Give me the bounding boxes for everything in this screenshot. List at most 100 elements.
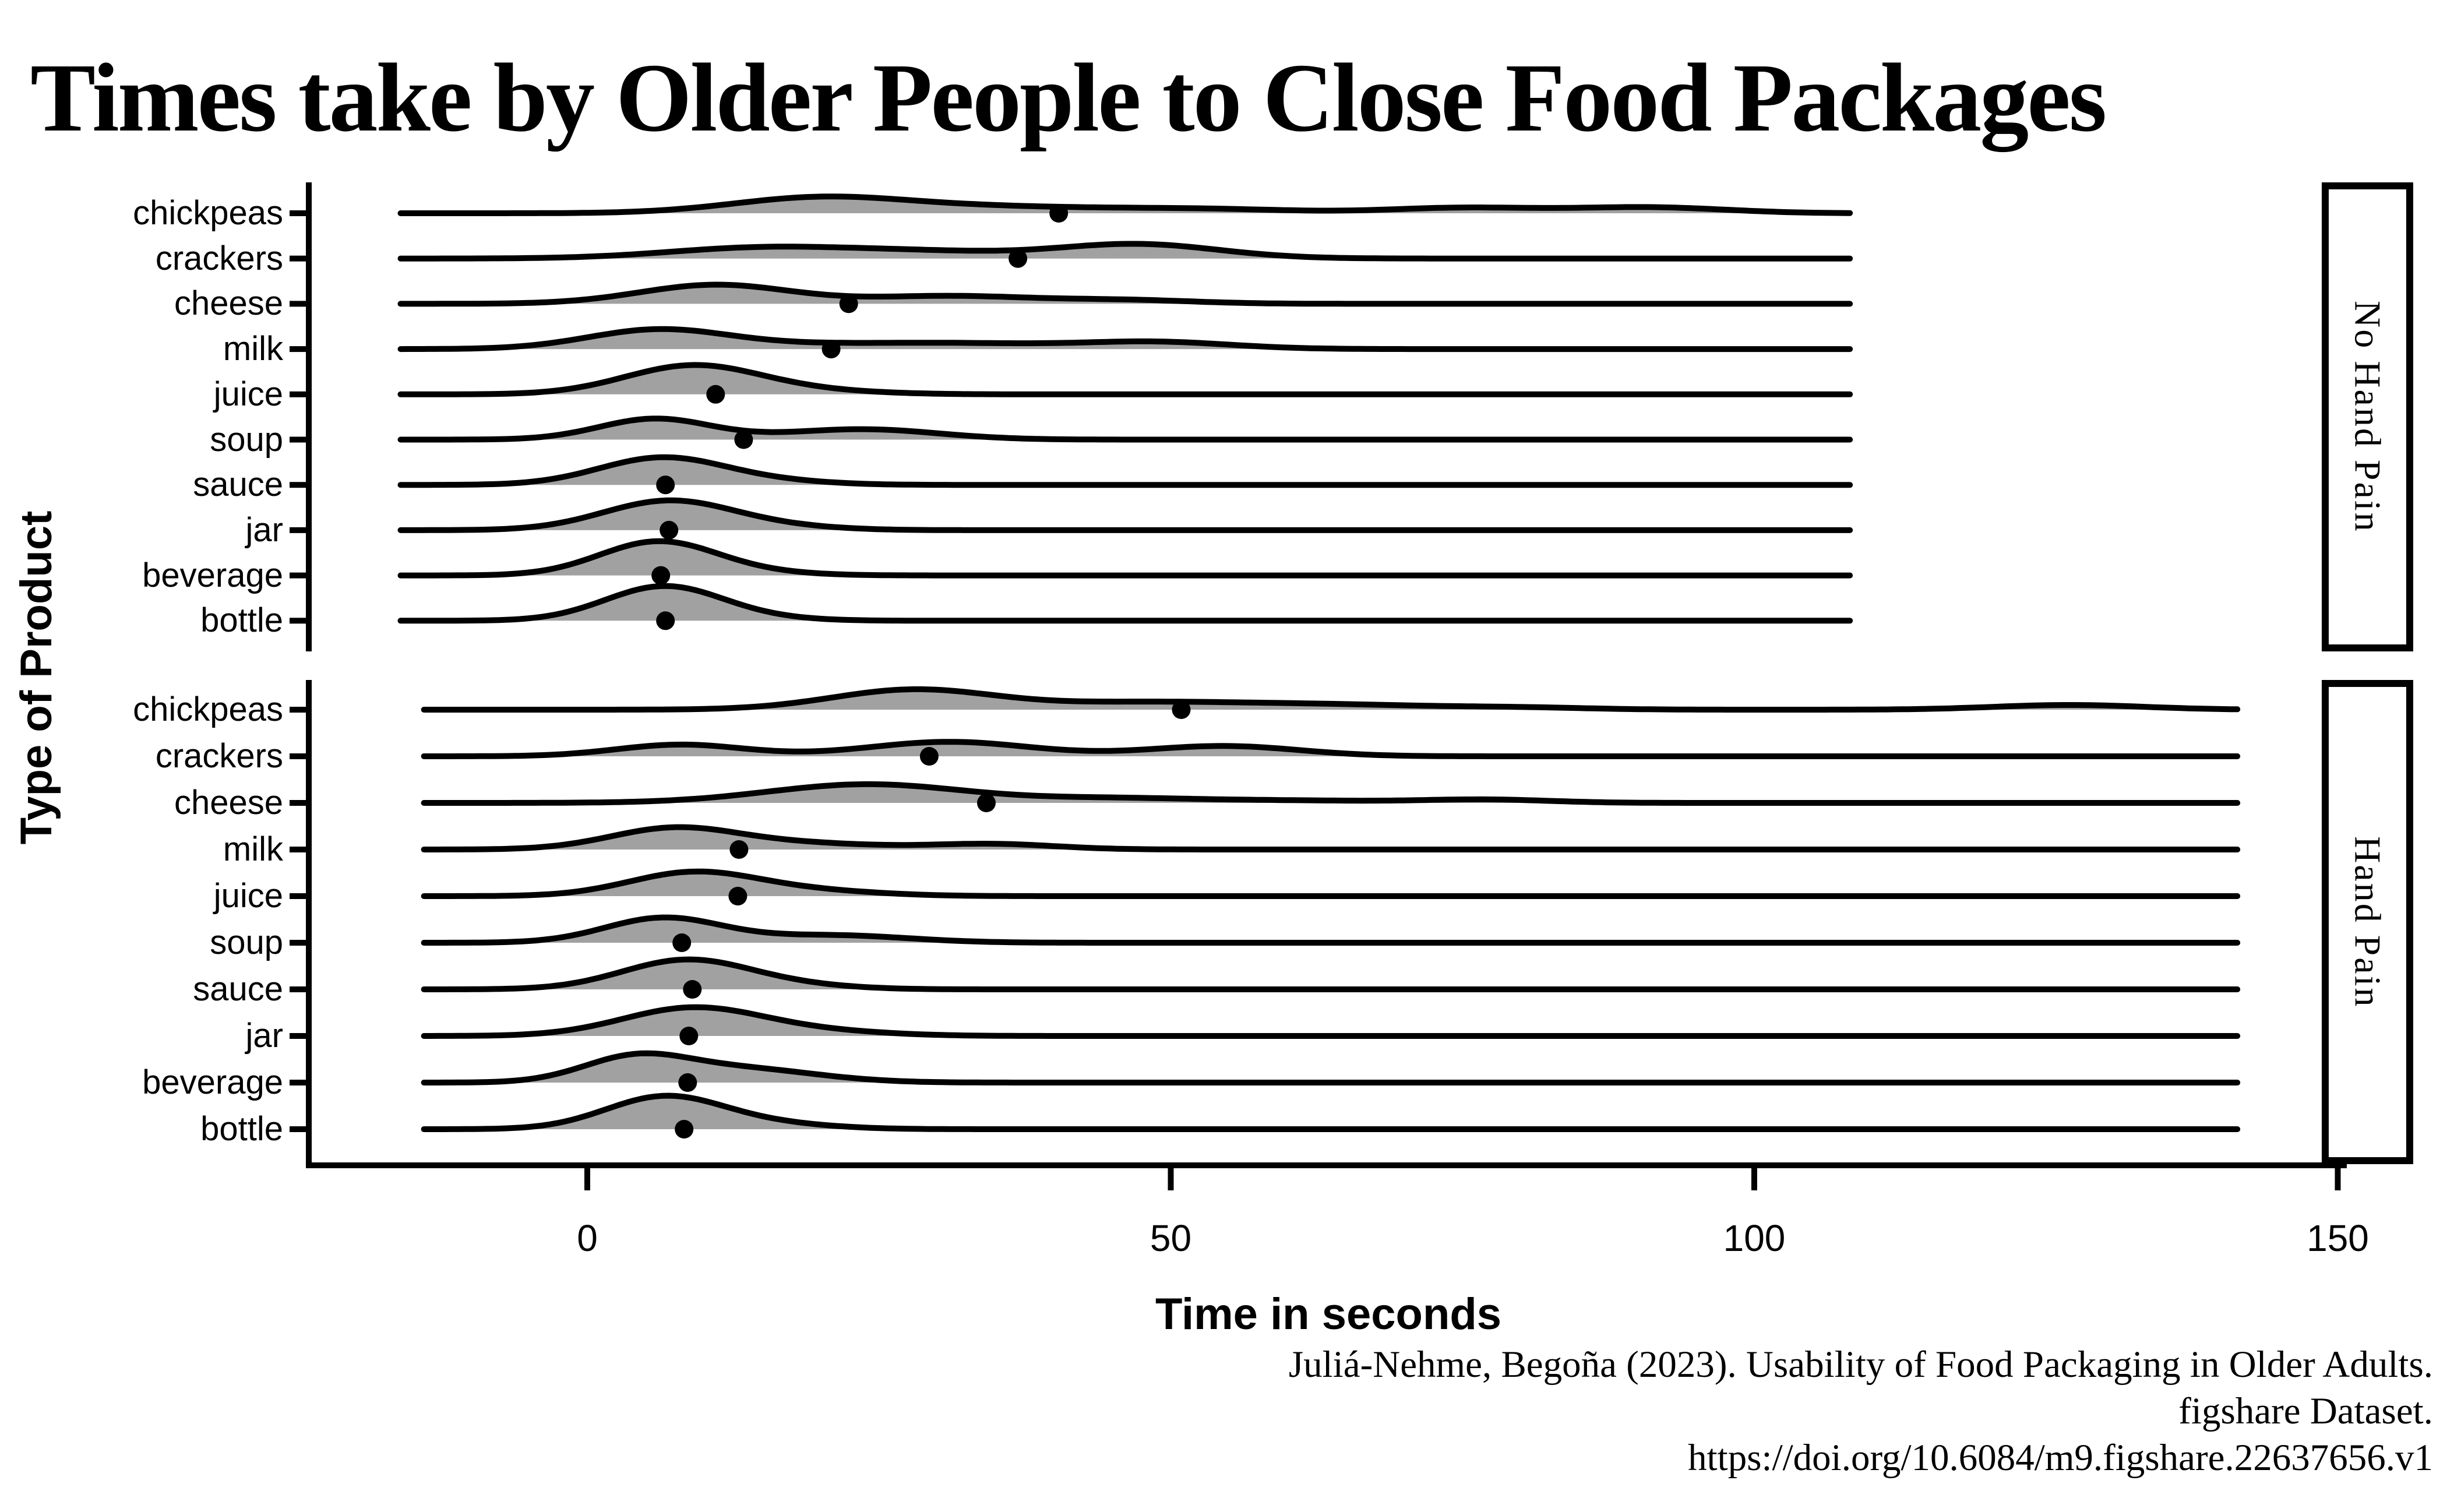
y-tick xyxy=(290,482,306,488)
y-tick xyxy=(290,527,306,533)
mean-dot-hand-pain-soup xyxy=(672,933,692,952)
category-label-bottle: bottle xyxy=(200,601,283,640)
ridge-line-no-hand-pain-chickpeas xyxy=(397,193,1853,216)
mean-dot-hand-pain-beverage xyxy=(678,1073,697,1092)
caption-line: https://doi.org/10.6084/m9.figshare.2263… xyxy=(1688,1437,2433,1479)
category-label-beverage: beverage xyxy=(142,1063,283,1101)
ridge-line-no-hand-pain-beverage xyxy=(397,538,1853,579)
y-tick xyxy=(290,618,306,624)
category-label-beverage: beverage xyxy=(142,556,283,594)
y-tick xyxy=(290,893,306,899)
mean-dot-hand-pain-crackers xyxy=(919,747,939,766)
y-axis-line xyxy=(306,680,312,1164)
facet-strip-label: Hand Pain xyxy=(2347,836,2389,1009)
y-tick xyxy=(290,255,306,262)
y-tick xyxy=(290,753,306,759)
category-label-jar: jar xyxy=(245,510,283,549)
y-tick xyxy=(290,986,306,992)
y-tick xyxy=(290,301,306,307)
mean-dot-no-hand-pain-cheese xyxy=(839,294,858,313)
category-label-juice: juice xyxy=(213,877,283,915)
category-label-milk: milk xyxy=(223,830,283,868)
mean-dot-no-hand-pain-juice xyxy=(706,385,725,404)
ridge-line-hand-pain-milk xyxy=(421,824,2241,852)
category-label-cheese: cheese xyxy=(174,784,283,822)
mean-dot-no-hand-pain-sauce xyxy=(656,475,675,495)
ridge-line-hand-pain-jar xyxy=(421,1004,2241,1039)
caption-line: Juliá-Nehme, Begoña (2023). Usability of… xyxy=(1288,1344,2433,1386)
y-tick xyxy=(290,572,306,579)
ridge-fill-no-hand-pain-milk xyxy=(400,329,1854,350)
ridge-line-hand-pain-juice xyxy=(421,868,2241,899)
x-tick xyxy=(584,1168,590,1190)
ridge-fill-hand-pain-cheese xyxy=(424,784,2239,803)
ridge-fill-no-hand-pain-jar xyxy=(400,500,1854,530)
ridge-fill-hand-pain-crackers xyxy=(424,742,2239,756)
x-axis-title: Time in seconds xyxy=(1155,1289,1502,1339)
category-label-crackers: crackers xyxy=(155,737,283,775)
facet-strip-no-hand-pain: No Hand Pain xyxy=(2322,182,2413,651)
ridge-fill-no-hand-pain-juice xyxy=(400,365,1854,394)
ridge-line-hand-pain-soup xyxy=(421,914,2241,946)
ridge-fill-hand-pain-beverage xyxy=(424,1053,2239,1083)
ridge-line-hand-pain-crackers xyxy=(421,739,2241,759)
category-label-cheese: cheese xyxy=(174,284,283,323)
mean-dot-hand-pain-jar xyxy=(679,1027,699,1045)
y-tick xyxy=(290,346,306,353)
ridge-line-no-hand-pain-milk xyxy=(397,326,1853,353)
category-label-soup: soup xyxy=(210,420,283,459)
x-tick-label-100: 100 xyxy=(1723,1217,1786,1259)
ridge-line-no-hand-pain-cheese xyxy=(397,281,1853,307)
category-label-sauce: sauce xyxy=(193,970,283,1008)
ridge-fill-hand-pain-sauce xyxy=(424,959,2239,989)
ridge-line-no-hand-pain-sauce xyxy=(397,454,1853,488)
ridge-fill-no-hand-pain-bottle xyxy=(400,586,1854,621)
ridge-fill-hand-pain-soup xyxy=(424,917,2239,943)
mean-dot-no-hand-pain-milk xyxy=(821,340,841,359)
ridge-line-hand-pain-sauce xyxy=(421,956,2241,992)
mean-dot-hand-pain-juice xyxy=(728,887,748,905)
category-label-milk: milk xyxy=(223,330,283,368)
mean-dot-no-hand-pain-soup xyxy=(734,430,753,449)
y-tick xyxy=(290,800,306,806)
ridge-line-hand-pain-beverage xyxy=(421,1050,2241,1085)
y-tick xyxy=(290,1033,306,1039)
ridge-line-no-hand-pain-juice xyxy=(397,362,1853,397)
y-tick xyxy=(290,1080,306,1085)
mean-dot-no-hand-pain-jar xyxy=(660,520,679,540)
ridge-line-no-hand-pain-crackers xyxy=(397,241,1853,262)
category-label-crackers: crackers xyxy=(155,239,283,277)
mean-dot-hand-pain-chickpeas xyxy=(1172,700,1191,719)
y-tick xyxy=(290,940,306,946)
ridge-fill-hand-pain-juice xyxy=(424,871,2239,896)
mean-dot-no-hand-pain-chickpeas xyxy=(1049,204,1069,223)
ridge-fill-no-hand-pain-sauce xyxy=(400,457,1854,485)
ridge-line-no-hand-pain-soup xyxy=(397,415,1853,443)
x-tick xyxy=(1168,1168,1174,1190)
x-tick xyxy=(2335,1168,2341,1190)
ridge-line-hand-pain-cheese xyxy=(421,781,2241,806)
x-axis-line xyxy=(306,1162,2347,1168)
mean-dot-hand-pain-milk xyxy=(729,840,749,859)
category-label-soup: soup xyxy=(210,924,283,961)
mean-dot-no-hand-pain-beverage xyxy=(651,566,671,585)
y-tick xyxy=(290,707,306,713)
ridge-fill-hand-pain-bottle xyxy=(424,1095,2239,1129)
mean-dot-no-hand-pain-crackers xyxy=(1009,249,1028,268)
facet-strip-hand-pain: Hand Pain xyxy=(2322,680,2413,1164)
category-label-chickpeas: chickpeas xyxy=(133,690,283,728)
ridge-fill-hand-pain-milk xyxy=(424,827,2239,850)
caption-line: figshare Dataset. xyxy=(2178,1390,2433,1432)
category-label-juice: juice xyxy=(213,375,283,413)
category-label-bottle: bottle xyxy=(200,1110,283,1148)
mean-dot-no-hand-pain-bottle xyxy=(656,611,675,630)
y-tick xyxy=(290,436,306,443)
facet-strip-label: No Hand Pain xyxy=(2347,301,2389,533)
y-tick xyxy=(290,1126,306,1132)
x-tick xyxy=(1751,1168,1757,1190)
x-tick-label-0: 0 xyxy=(577,1217,598,1259)
chart-title: Times take by Older People to Close Food… xyxy=(30,44,2107,152)
x-tick-label-50: 50 xyxy=(1150,1217,1192,1259)
